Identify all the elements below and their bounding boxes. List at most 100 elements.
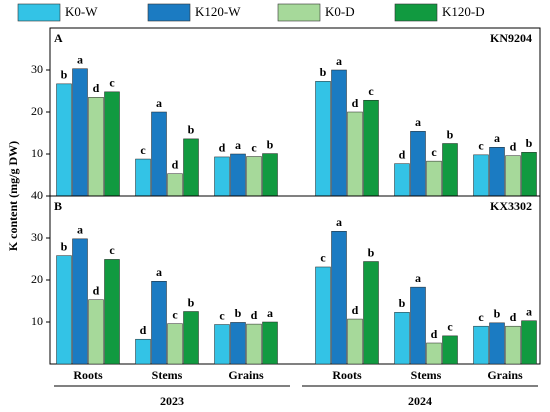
- y-tick-label: 10: [31, 146, 43, 160]
- legend-label: K0-D: [325, 4, 355, 19]
- significance-letter: d: [352, 96, 359, 110]
- bar: [505, 325, 521, 365]
- y-tick-label: 20: [31, 104, 43, 118]
- bar: [347, 111, 363, 197]
- significance-letter: d: [172, 157, 179, 171]
- legend-swatch: [277, 3, 321, 22]
- bar: [72, 68, 88, 197]
- panel-frame: [49, 27, 541, 197]
- bar: [88, 97, 104, 197]
- bar: [183, 138, 199, 197]
- panel-label: A: [54, 31, 63, 45]
- significance-letter: a: [494, 131, 500, 145]
- bar: [331, 69, 347, 197]
- bar: [72, 238, 88, 365]
- bar: [442, 143, 458, 197]
- significance-letter: d: [219, 141, 226, 155]
- significance-letter: d: [510, 139, 517, 153]
- panel-label: B: [54, 199, 62, 213]
- bar: [394, 312, 410, 365]
- bar: [473, 325, 489, 365]
- significance-letter: b: [320, 65, 327, 79]
- significance-letter: a: [156, 96, 162, 110]
- significance-letter: c: [478, 139, 484, 153]
- legend-swatch: [147, 3, 191, 22]
- bar: [347, 318, 363, 365]
- bar: [489, 147, 505, 197]
- significance-letter: a: [235, 138, 241, 152]
- significance-letter: d: [510, 310, 517, 324]
- panel-frame: [49, 195, 541, 365]
- bar: [88, 299, 104, 365]
- bar: [410, 131, 426, 197]
- bar: [521, 320, 537, 365]
- significance-letter: b: [526, 136, 533, 150]
- significance-letter: d: [352, 303, 359, 317]
- x-tick-label: Stems: [411, 368, 442, 382]
- significance-letter: a: [156, 265, 162, 279]
- significance-letter: b: [188, 295, 195, 309]
- significance-letter: b: [494, 307, 501, 321]
- significance-letter: b: [447, 127, 454, 141]
- bar: [489, 322, 505, 365]
- x-tick-label: Stems: [152, 368, 183, 382]
- significance-letter: d: [399, 147, 406, 161]
- bar: [151, 281, 167, 365]
- bar: [214, 156, 230, 197]
- y-axis-label: K content (mg/g DW): [6, 141, 20, 251]
- bar: [442, 335, 458, 365]
- bar: [167, 323, 183, 365]
- y-tick-label: 10: [31, 314, 43, 328]
- significance-letter: a: [77, 52, 83, 66]
- bar: [262, 321, 278, 365]
- x-tick-label: Roots: [73, 368, 103, 382]
- bar: [230, 153, 246, 197]
- significance-letter: a: [415, 271, 421, 285]
- significance-letter: c: [109, 243, 115, 257]
- legend-swatch: [17, 3, 61, 22]
- significance-letter: c: [109, 76, 115, 90]
- bar: [167, 173, 183, 197]
- bar: [262, 153, 278, 197]
- x-tick-label: Grains: [487, 368, 523, 382]
- group-label: 2024: [408, 394, 432, 408]
- significance-letter: c: [140, 143, 146, 157]
- bar: [135, 158, 151, 197]
- bar: [135, 338, 151, 365]
- legend-label: K120-W: [195, 4, 241, 19]
- bar: [505, 155, 521, 197]
- bar: [410, 286, 426, 365]
- bar: [521, 152, 537, 197]
- bar: [363, 99, 379, 197]
- significance-letter: a: [77, 223, 83, 237]
- y-tick-label: 40: [31, 188, 43, 202]
- legend-swatch: [394, 3, 438, 22]
- significance-letter: a: [267, 306, 273, 320]
- y-tick-label: 20: [31, 272, 43, 286]
- bar: [183, 311, 199, 365]
- significance-letter: a: [526, 304, 532, 318]
- x-tick-label: Grains: [228, 368, 264, 382]
- significance-letter: c: [447, 320, 453, 334]
- bar: [214, 324, 230, 365]
- panel-title: KX3302: [490, 199, 532, 213]
- bar: [426, 342, 442, 365]
- significance-letter: d: [431, 327, 438, 341]
- bar: [56, 255, 72, 365]
- legend-label: K0-W: [65, 4, 98, 19]
- bar: [331, 231, 347, 365]
- bar: [151, 111, 167, 197]
- significance-letter: c: [431, 145, 437, 159]
- significance-letter: b: [61, 68, 68, 82]
- bar: [246, 156, 262, 197]
- bar: [363, 261, 379, 365]
- significance-letter: b: [399, 296, 406, 310]
- bar: [104, 259, 120, 365]
- legend-label: K120-D: [442, 4, 485, 19]
- bar: [56, 83, 72, 197]
- significance-letter: d: [93, 283, 100, 297]
- bar: [315, 266, 331, 365]
- bar: [394, 163, 410, 197]
- bar: [246, 323, 262, 365]
- bar: [473, 154, 489, 197]
